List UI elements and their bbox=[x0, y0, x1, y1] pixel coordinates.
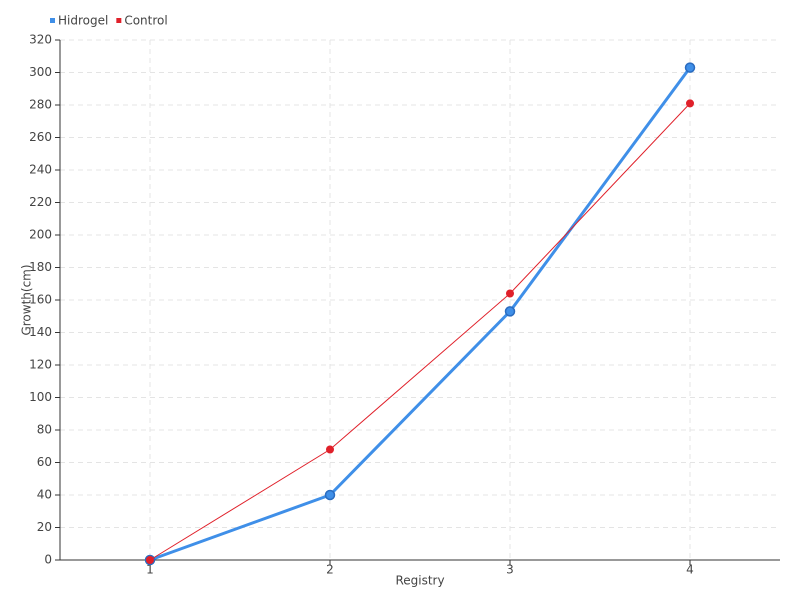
data-point bbox=[324, 489, 336, 501]
series-line bbox=[149, 66, 692, 562]
y-tick-label: 220 bbox=[29, 195, 52, 209]
y-tick-label: 20 bbox=[37, 520, 52, 534]
x-tick-label: 4 bbox=[686, 563, 694, 577]
y-tick-label: 40 bbox=[37, 488, 52, 502]
y-tick-label: 180 bbox=[29, 260, 52, 274]
x-tick-label: 3 bbox=[506, 563, 514, 577]
x-axis-label: Registry bbox=[395, 574, 444, 588]
y-tick-label: 100 bbox=[29, 390, 52, 404]
legend-label: Control bbox=[124, 14, 167, 28]
x-tick-label: 2 bbox=[326, 563, 334, 577]
data-point bbox=[506, 289, 514, 298]
series-line bbox=[149, 103, 691, 561]
y-tick-label: 80 bbox=[37, 423, 52, 437]
data-point bbox=[684, 62, 696, 73]
x-tick-label: 1 bbox=[146, 563, 154, 577]
data-point bbox=[686, 99, 694, 108]
data-point bbox=[146, 556, 154, 564]
y-tick-label: 320 bbox=[29, 33, 52, 47]
y-tick-label: 0 bbox=[44, 553, 52, 567]
y-tick-label: 280 bbox=[29, 98, 52, 112]
y-tick-label: 160 bbox=[29, 293, 52, 307]
data-point bbox=[326, 445, 334, 454]
y-tick-label: 140 bbox=[29, 325, 52, 339]
legend-swatch bbox=[50, 18, 55, 23]
y-tick-label: 260 bbox=[29, 130, 52, 144]
y-tick-label: 60 bbox=[37, 455, 52, 469]
y-tick-label: 120 bbox=[29, 358, 52, 372]
y-tick-label: 200 bbox=[29, 228, 52, 242]
y-tick-label: 300 bbox=[29, 65, 52, 79]
legend-swatch bbox=[116, 18, 122, 23]
data-point bbox=[504, 306, 516, 317]
y-tick-label: 240 bbox=[29, 163, 52, 177]
y-axis-label: Growth(cm) bbox=[20, 264, 34, 335]
legend-label: Hidrogel bbox=[58, 14, 108, 28]
